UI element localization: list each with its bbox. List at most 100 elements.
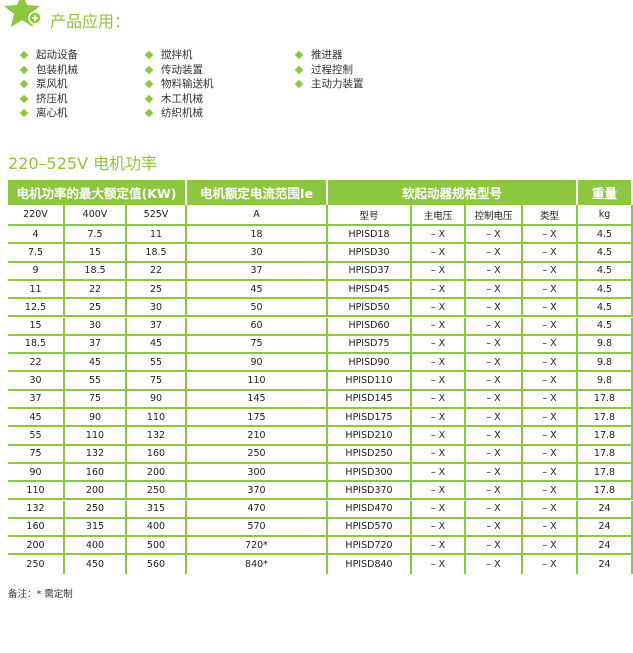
table-cell: 37 (65, 335, 127, 355)
table-cell: HPISD570 (328, 518, 412, 538)
table-cell: 110 (8, 482, 65, 501)
table-cell: 560 (127, 555, 187, 574)
table-cell: 110 (187, 372, 328, 391)
table-cell: 18.5 (8, 335, 65, 355)
table-cell: HPISD50 (328, 299, 412, 318)
table-cell: 4.5 (578, 317, 633, 336)
footnote: 备注：* 需定制 (8, 589, 73, 600)
table-cell: HPISD75 (328, 335, 412, 355)
table-cell: 500 (127, 537, 187, 556)
table-cell: – X (523, 390, 578, 409)
table-cell: 37 (8, 390, 65, 409)
table-cell: 25 (127, 280, 187, 300)
table-cell: 15 (8, 317, 65, 336)
application-item: 挤压机 (18, 92, 78, 107)
table-cell: 175 (187, 409, 328, 428)
table-cell: – X (466, 555, 523, 574)
table-cell: – X (412, 445, 466, 464)
table-cell: 132 (127, 427, 187, 446)
table-cell: 55 (8, 427, 65, 446)
table-cell: – X (412, 280, 466, 300)
table-cell: – X (523, 372, 578, 391)
table-cell: – X (523, 482, 578, 501)
application-item: 离心机 (18, 106, 78, 121)
table-cell: HPISD175 (328, 409, 412, 428)
table-cell: – X (412, 537, 466, 556)
table-cell: – X (412, 244, 466, 263)
table-cell: 45 (187, 280, 328, 300)
table-cell: 24 (578, 518, 633, 538)
table-cell: 200 (8, 537, 65, 556)
table-cell: 25 (65, 299, 127, 318)
table-cell: 720* (187, 537, 328, 556)
table-cell: 24 (578, 537, 633, 556)
table-cell: 90 (65, 409, 127, 428)
table-cell: – X (466, 354, 523, 373)
table-cell: – X (412, 335, 466, 355)
table-cell: HPISD37 (328, 262, 412, 281)
table-cell: – X (523, 518, 578, 538)
table-cell: 17.8 (578, 482, 633, 501)
column-subheader: 525V (127, 205, 187, 226)
application-item: 过程控制 (293, 63, 364, 78)
table-cell: – X (523, 409, 578, 428)
application-item: 物料输送机 (143, 77, 214, 92)
table-cell: – X (523, 500, 578, 519)
table-cell: 24 (578, 500, 633, 519)
table-cell: 250 (8, 555, 65, 574)
column-header: 软起动器规格型号 (328, 180, 578, 205)
table-cell: 24 (578, 555, 633, 574)
table-cell: HPISD45 (328, 280, 412, 300)
table-cell: – X (466, 262, 523, 281)
table-cell: HPISD30 (328, 244, 412, 263)
table-cell: – X (466, 500, 523, 519)
application-item: 包装机械 (18, 63, 78, 78)
table-cell: 75 (8, 445, 65, 464)
table-cell: – X (412, 482, 466, 501)
table-cell: – X (466, 518, 523, 538)
table-cell: – X (523, 354, 578, 373)
table-cell: 9.8 (578, 372, 633, 391)
table-cell: 17.8 (578, 390, 633, 409)
table-cell: 60 (187, 317, 328, 336)
table-cell: – X (412, 354, 466, 373)
table-cell: 160 (127, 445, 187, 464)
table-cell: 75 (187, 335, 328, 355)
table-cell: 4.5 (578, 226, 633, 245)
table-cell: HPISD145 (328, 390, 412, 409)
table-cell: 55 (65, 372, 127, 391)
table-cell: HPISD720 (328, 537, 412, 556)
table-cell: – X (412, 427, 466, 446)
column-subheader: 型号 (328, 205, 412, 226)
table-cell: – X (523, 226, 578, 245)
table-cell: HPISD90 (328, 354, 412, 373)
table-cell: 30 (8, 372, 65, 391)
column-header: 重量 (578, 180, 633, 205)
table-cell: 18.5 (65, 262, 127, 281)
table-cell: – X (523, 555, 578, 574)
table-cell: 400 (127, 518, 187, 538)
table-cell: 400 (65, 537, 127, 556)
table-cell: 4.5 (578, 244, 633, 263)
table-cell: 9.8 (578, 354, 633, 373)
table-cell: 90 (187, 354, 328, 373)
table-cell: HPISD300 (328, 463, 412, 483)
table-cell: 132 (8, 500, 65, 519)
table-cell: – X (412, 317, 466, 336)
table-cell: 470 (187, 500, 328, 519)
table-cell: HPISD470 (328, 500, 412, 519)
application-item: 传动装置 (143, 63, 214, 78)
table-cell: 55 (127, 354, 187, 373)
application-column: 搅拌机 传动装置 物料输送机 木工机械 纺织机械 (143, 48, 214, 121)
table-cell: HPISD210 (328, 427, 412, 446)
table-cell: 4.5 (578, 280, 633, 300)
table-cell: 200 (127, 463, 187, 483)
table-cell: 17.8 (578, 409, 633, 428)
table-cell: HPISD110 (328, 372, 412, 391)
table-cell: – X (412, 262, 466, 281)
table-cell: – X (466, 335, 523, 355)
table-cell: 110 (65, 427, 127, 446)
table-cell: – X (466, 445, 523, 464)
table-cell: 11 (8, 280, 65, 300)
table-cell: 22 (127, 262, 187, 281)
